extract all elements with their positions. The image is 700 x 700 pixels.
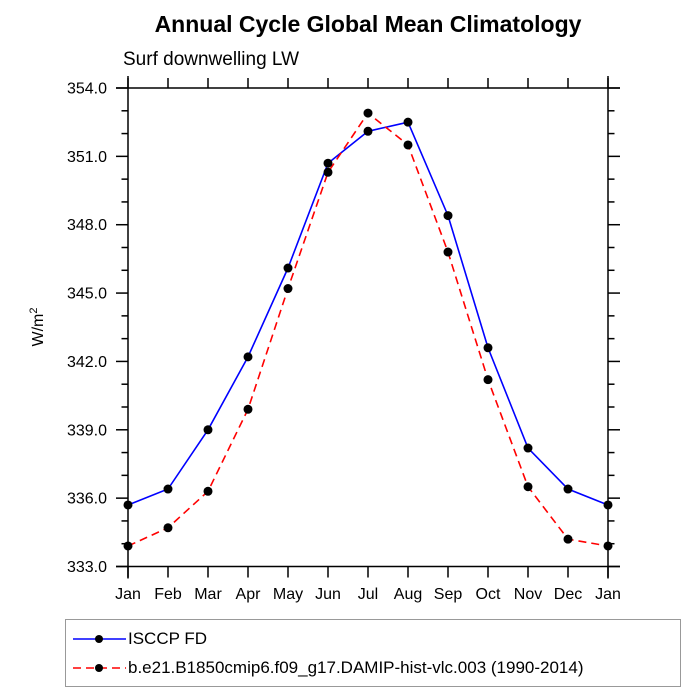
y-axis-title: W/m2 (28, 308, 47, 347)
legend-sample-dashed-line-icon (73, 664, 126, 672)
y-tick-label: 345.0 (67, 286, 107, 303)
series-lines (127, 111, 609, 547)
x-tick-label: Apr (236, 586, 262, 603)
plot-frame (116, 76, 620, 579)
x-tick-label: May (273, 586, 303, 603)
y-tick-label: 336.0 (67, 491, 107, 508)
data-point (523, 443, 533, 453)
data-point (443, 211, 453, 221)
data-point (563, 484, 573, 494)
x-tick-label: Jun (315, 586, 341, 603)
data-point (283, 263, 293, 273)
data-point (163, 523, 173, 533)
chart-title: Annual Cycle Global Mean Climatology (154, 11, 582, 37)
data-point (403, 140, 413, 150)
x-tick-label: Aug (394, 586, 422, 603)
y-tick-label: 333.0 (67, 559, 107, 576)
series-markers (123, 108, 613, 551)
legend-box: ISCCP FD b.e21.B1850cmip6.f09_g17.DAMIP-… (65, 619, 681, 687)
data-point (363, 126, 373, 136)
x-tick-label: Jul (358, 586, 378, 603)
x-axis-ticks (127, 78, 609, 578)
x-tick-label: Feb (154, 586, 182, 603)
x-tick-label: Sep (434, 586, 463, 603)
data-point (203, 425, 213, 435)
legend-label: ISCCP FD (128, 629, 208, 648)
series-line-0 (127, 121, 609, 506)
data-point (243, 352, 253, 362)
data-point (323, 167, 333, 177)
legend-label: b.e21.B1850cmip6.f09_g17.DAMIP-hist-vlc.… (128, 658, 584, 677)
y-tick-label: 339.0 (67, 422, 107, 439)
data-point (603, 541, 613, 551)
x-tick-label: Nov (514, 586, 542, 603)
data-point (203, 486, 213, 496)
chart-subtitle: Surf downwelling LW (123, 49, 300, 70)
x-axis-tick-labels: Jan Feb Mar Apr May Jun Jul Aug Sep Oct Nov Dec Jan (115, 586, 621, 603)
y-tick-label: 351.0 (67, 149, 107, 166)
y-tick-label: 354.0 (67, 81, 107, 98)
legend-sample-solid-line-icon (73, 635, 126, 643)
x-tick-label: Dec (554, 586, 582, 603)
y-tick-label: 348.0 (67, 217, 107, 234)
data-point (483, 343, 493, 353)
data-point (163, 484, 173, 494)
x-tick-label: Mar (194, 586, 222, 603)
data-point (563, 534, 573, 544)
data-point (243, 404, 253, 414)
legend-item-model-run: b.e21.B1850cmip6.f09_g17.DAMIP-hist-vlc.… (72, 658, 584, 678)
data-point (323, 158, 333, 168)
data-point (363, 108, 373, 118)
legend-marker (95, 635, 103, 643)
y-axis-title-text: W/m2 (28, 308, 47, 347)
plot-area: 333.0 336.0 339.0 342.0 345.0 348.0 351.0 354.0… (28, 76, 621, 603)
y-axis-tick-labels: 333.0 336.0 339.0 342.0 345.0 348.0 351.0 354.0 (67, 81, 107, 577)
data-point (443, 247, 453, 257)
legend-marker (95, 664, 103, 672)
x-tick-label: Jan (595, 586, 621, 603)
x-tick-label: Jan (115, 586, 141, 603)
x-tick-label: Oct (476, 586, 501, 603)
data-point (123, 541, 133, 551)
data-point (283, 284, 293, 294)
data-point (123, 500, 133, 510)
y-axis-ticks (116, 87, 620, 568)
data-point (603, 500, 613, 510)
series-line-1 (127, 111, 609, 547)
data-point (403, 117, 413, 127)
data-point (483, 375, 493, 385)
y-tick-label: 342.0 (67, 354, 107, 371)
data-point (523, 482, 533, 492)
legend-item-isccp-fd: ISCCP FD (72, 629, 207, 649)
